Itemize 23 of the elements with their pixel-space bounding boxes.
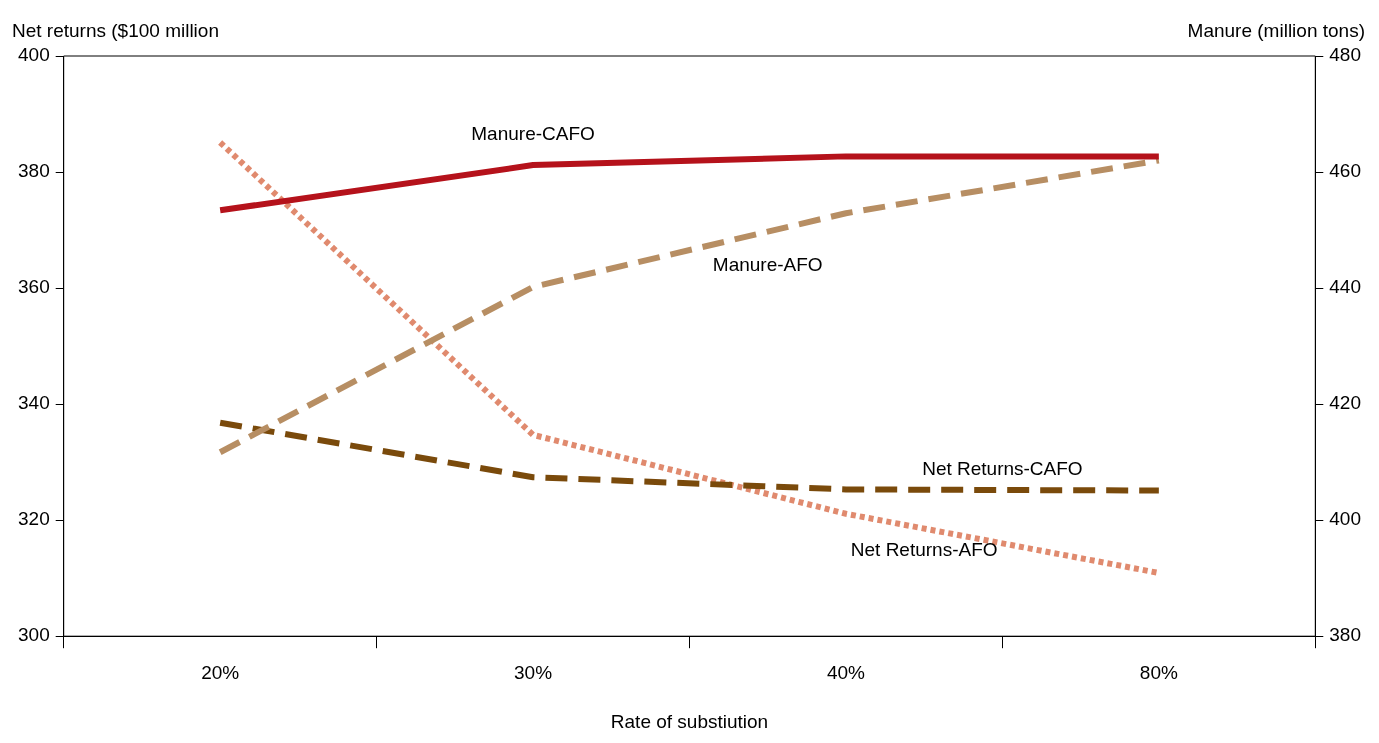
y-tick-label: 400 [18,44,50,66]
y-tick-label: 300 [18,624,50,646]
y2-tick-label: 380 [1329,624,1361,646]
series-label: Manure-CAFO [471,123,595,145]
y2-tick-label: 460 [1329,160,1361,182]
y-tick-label: 320 [18,508,50,530]
y-tick-label: 340 [18,392,50,414]
y2-axis-title: Manure (million tons) [1187,20,1365,42]
y2-tick-label: 440 [1329,276,1361,298]
x-tick-label: 20% [201,661,240,683]
y2-tick-label: 420 [1329,392,1361,414]
x-tick-label: 30% [514,661,553,683]
y-tick-label: 360 [18,276,50,298]
series-label: Net Returns-AFO [850,538,998,560]
x-tick-label: 40% [826,661,866,683]
x-tick-label: 80% [1139,661,1178,683]
y2-tick-label: 480 [1329,44,1361,66]
y-tick-label: 380 [18,160,50,182]
x-axis-title: Rate of substiution [610,711,769,733]
series-label: Manure-AFO [712,253,823,275]
y-axis-title: Net returns ($100 million [12,20,219,42]
y2-tick-label: 400 [1329,508,1361,530]
series-label: Net Returns-CAFO [922,458,1083,480]
